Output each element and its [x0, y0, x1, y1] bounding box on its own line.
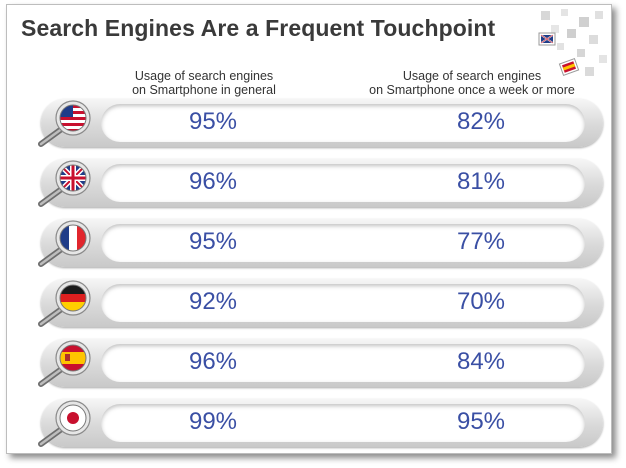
weekly-usage-value: 70% [456, 288, 506, 315]
weekly-usage-value: 95% [456, 408, 506, 435]
table-row: 96% 84% [31, 339, 603, 391]
general-usage-value: 95% [188, 228, 238, 255]
row-value-track [101, 224, 585, 262]
row-value-track [101, 164, 585, 202]
column-header-general-line2: on Smartphone in general [132, 83, 276, 97]
table-row: 92% 70% [31, 279, 603, 331]
column-header-weekly-line1: Usage of search engines [402, 69, 542, 83]
general-usage-value: 96% [188, 168, 238, 195]
germany-flag-icon [38, 280, 91, 327]
row-value-track [101, 104, 585, 142]
column-header-weekly-line2: on Smartphone once a week or more [369, 83, 575, 97]
usa-flag-icon [38, 100, 91, 147]
table-row: 99% 95% [31, 399, 603, 451]
column-header-general-line1: Usage of search engines [134, 69, 274, 83]
weekly-usage-value: 82% [456, 108, 506, 135]
japan-flag-icon [38, 400, 91, 447]
weekly-usage-value: 81% [456, 168, 506, 195]
infographic-frame: Search Engines Are a Frequent Touchpoint… [6, 4, 612, 454]
weekly-usage-value: 77% [456, 228, 506, 255]
general-usage-value: 95% [188, 108, 238, 135]
row-value-track [101, 284, 585, 322]
row-value-track [101, 404, 585, 442]
column-header-weekly: Usage of search engines on Smartphone on… [347, 69, 597, 97]
general-usage-value: 92% [188, 288, 238, 315]
table-row: 95% 82% [31, 99, 603, 151]
spain-flag-icon [38, 340, 91, 387]
general-usage-value: 96% [188, 348, 238, 375]
table-row: 96% 81% [31, 159, 603, 211]
weekly-usage-value: 84% [456, 348, 506, 375]
chart-title: Search Engines Are a Frequent Touchpoint [21, 15, 496, 41]
france-flag-icon [38, 220, 91, 267]
column-header-general: Usage of search engines on Smartphone in… [79, 69, 329, 97]
corner-decoration-icon [538, 9, 607, 77]
table-row: 95% 77% [31, 219, 603, 271]
row-value-track [101, 344, 585, 382]
uk-flag-icon [38, 160, 91, 207]
general-usage-value: 99% [188, 408, 238, 435]
